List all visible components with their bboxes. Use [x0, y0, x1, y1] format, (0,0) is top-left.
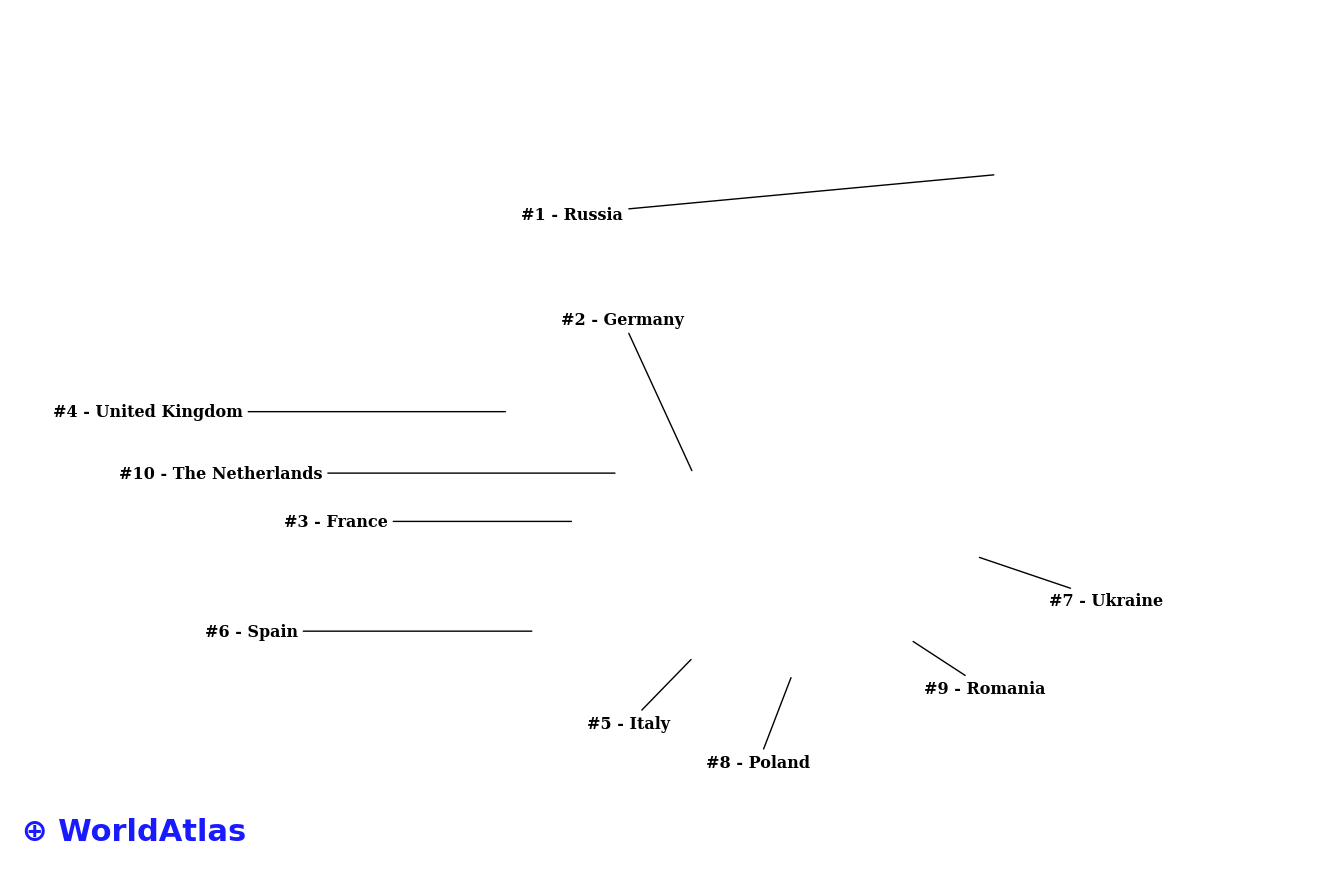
Text: #2 - Germany: #2 - Germany: [561, 311, 692, 471]
Text: #9 - Romania: #9 - Romania: [913, 642, 1045, 697]
Text: #1 - Russia: #1 - Russia: [521, 175, 994, 224]
Text: #5 - Italy: #5 - Italy: [587, 660, 692, 732]
Text: #6 - Spain: #6 - Spain: [205, 623, 532, 640]
Text: #10 - The Netherlands: #10 - The Netherlands: [119, 465, 615, 482]
Text: #7 - Ukraine: #7 - Ukraine: [979, 558, 1163, 610]
Text: #3 - France: #3 - France: [284, 513, 572, 531]
Text: #8 - Poland: #8 - Poland: [706, 678, 810, 772]
Text: ⊕ WorldAtlas: ⊕ WorldAtlas: [22, 817, 247, 846]
Text: #4 - United Kingdom: #4 - United Kingdom: [53, 403, 506, 421]
